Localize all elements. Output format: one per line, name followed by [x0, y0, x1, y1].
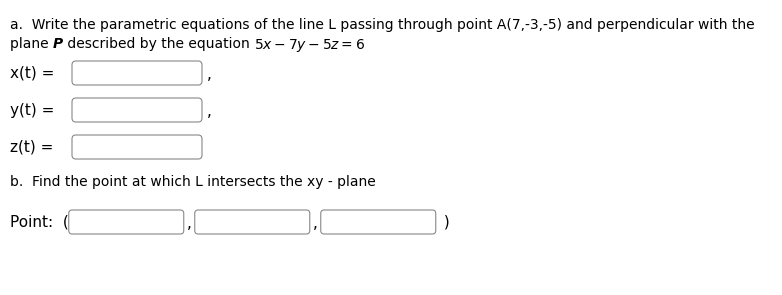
- FancyBboxPatch shape: [69, 210, 184, 234]
- Text: ,: ,: [187, 216, 192, 231]
- Text: y(t) =: y(t) =: [10, 102, 55, 117]
- Text: b.  Find the point at which L intersects the xy - plane: b. Find the point at which L intersects …: [10, 175, 375, 189]
- Text: ,: ,: [313, 216, 317, 231]
- FancyBboxPatch shape: [321, 210, 436, 234]
- Text: a.  Write the parametric equations of the line L passing through point A(7,-3,-5: a. Write the parametric equations of the…: [10, 18, 755, 32]
- FancyBboxPatch shape: [72, 61, 202, 85]
- Text: described by the equation: described by the equation: [63, 37, 254, 51]
- FancyBboxPatch shape: [72, 98, 202, 122]
- Text: P: P: [53, 37, 63, 51]
- Text: ,: ,: [207, 67, 212, 82]
- Text: ,: ,: [207, 104, 212, 119]
- Text: ): ): [439, 214, 450, 230]
- FancyBboxPatch shape: [72, 135, 202, 159]
- FancyBboxPatch shape: [195, 210, 310, 234]
- Text: z(t) =: z(t) =: [10, 140, 53, 155]
- Text: $5x-7y-5z=6$: $5x-7y-5z=6$: [254, 37, 365, 54]
- Text: x(t) =: x(t) =: [10, 65, 55, 81]
- Text: Point:  (: Point: (: [10, 214, 69, 230]
- Text: plane: plane: [10, 37, 53, 51]
